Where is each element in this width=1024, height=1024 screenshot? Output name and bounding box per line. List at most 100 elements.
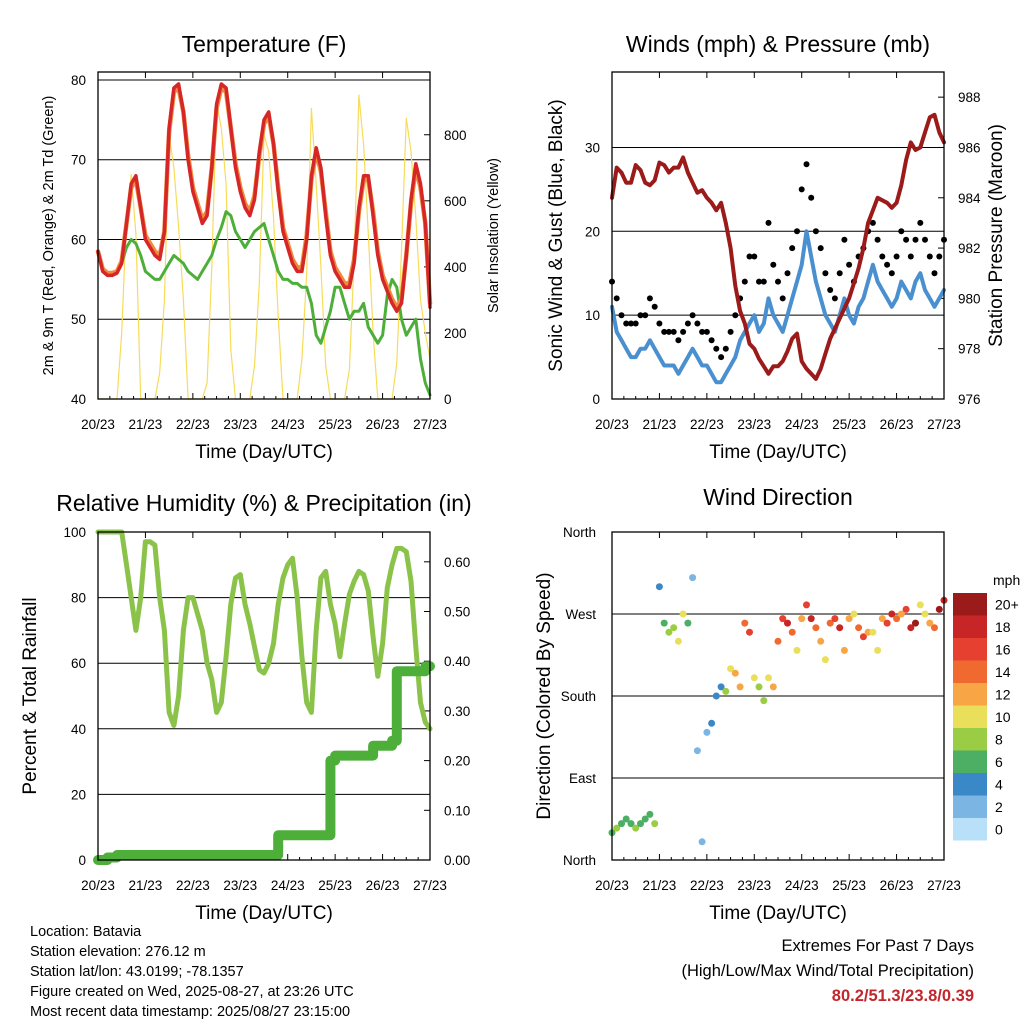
plot-frame (611, 71, 945, 400)
y-tick-label: South (561, 689, 596, 704)
gust-point (694, 320, 701, 327)
y2-tick-label: 0.20 (444, 754, 470, 769)
x-tick-label: 22/23 (176, 878, 210, 893)
direction-point (622, 815, 630, 823)
gust-point (732, 312, 739, 319)
colorbar-label: 8 (995, 731, 1003, 747)
gust-point (794, 228, 800, 235)
y2-tick-label: 980 (958, 291, 981, 306)
direction-point (741, 619, 749, 627)
direction-point (746, 628, 753, 636)
colorbar-label: 14 (995, 664, 1011, 680)
x-tick-label: 23/23 (737, 417, 771, 432)
y-tick-label: 0 (78, 853, 86, 868)
gust-point (746, 253, 753, 260)
gust-point (827, 287, 834, 293)
gust-point (618, 312, 625, 319)
colorbar-label: 12 (995, 686, 1011, 702)
y-tick-label: 60 (71, 232, 86, 247)
gust-point (888, 270, 895, 277)
winds-xlabel: Time (Day/UTC) (709, 442, 847, 463)
extremes-values: 80.2/51.3/23.8/0.39 (831, 987, 974, 1005)
y-tick-label: 40 (71, 722, 86, 737)
x-tick-label: 27/23 (927, 878, 961, 893)
gust-point (846, 261, 853, 268)
direction-point (774, 637, 782, 645)
direction-point (627, 820, 635, 828)
direction-point (637, 820, 644, 828)
figure-created: Figure created on Wed, 2025-08-27, at 23… (30, 984, 354, 1000)
direction-point (864, 628, 872, 636)
direction-point (708, 719, 716, 727)
y2-tick-label: 600 (444, 194, 467, 209)
gust-point (623, 320, 630, 327)
x-tick-label: 24/23 (271, 878, 305, 893)
gust-point (812, 228, 819, 235)
plot-frame (97, 71, 431, 400)
recent-timestamp: Most recent data timestamp: 2025/08/27 2… (30, 1004, 351, 1020)
y-tick-label: 40 (71, 392, 86, 407)
x-tick-label: 27/23 (413, 878, 447, 893)
gust-point (675, 337, 682, 344)
colorbar-label: 20+ (995, 596, 1019, 612)
gust-point (817, 245, 824, 252)
direction-point (727, 665, 735, 673)
direction-point (807, 615, 815, 623)
direction-point (817, 637, 825, 645)
colorbar-swatch (953, 660, 987, 683)
x-tick-label: 21/23 (129, 878, 163, 893)
colorbar-label: 10 (995, 709, 1011, 725)
direction-point (888, 610, 896, 618)
dewpoint-line (96, 210, 432, 397)
gust-point (831, 295, 838, 302)
x-tick-label: 27/23 (413, 417, 447, 432)
gust-point (893, 253, 900, 260)
gust-point (665, 328, 672, 335)
gust-point (670, 328, 677, 335)
gust-point (917, 219, 924, 226)
direction-point (779, 615, 787, 623)
humidity-xlabel: Time (Day/UTC) (195, 903, 333, 924)
gust-point (836, 270, 843, 277)
direction-xlabel: Time (Day/UTC) (709, 903, 847, 924)
x-tick-label: 25/23 (832, 878, 866, 893)
y2-tick-label: 986 (958, 140, 981, 155)
direction-point (788, 628, 796, 636)
x-tick-label: 25/23 (318, 417, 352, 432)
y2-tick-label: 800 (444, 128, 467, 143)
gust-point (637, 312, 644, 319)
gust-point (898, 228, 905, 235)
station-elevation: Station elevation: 276.12 m (30, 944, 206, 960)
y-tick-label: North (563, 525, 596, 540)
direction-point (878, 615, 886, 623)
extremes-title: Extremes For Past 7 Days (781, 937, 974, 955)
colorbar-swatch (953, 818, 987, 841)
x-tick-label: 22/23 (690, 417, 724, 432)
gust-point (708, 337, 715, 344)
x-tick-label: 21/23 (643, 417, 677, 432)
direction-point (736, 683, 744, 691)
direction-point (660, 619, 668, 627)
direction-point (655, 583, 663, 591)
y-tick-label: East (569, 771, 596, 786)
y2-tick-label: 0 (444, 392, 452, 407)
temp-2m-line (96, 82, 432, 314)
direction-point (613, 824, 621, 832)
direction-point (769, 683, 777, 691)
gust-point (760, 278, 767, 285)
x-tick-label: 25/23 (318, 878, 352, 893)
temperature-title: Temperature (F) (182, 31, 347, 57)
direction-point (836, 624, 844, 632)
y-tick-label: 70 (71, 153, 86, 168)
gust-point (703, 328, 710, 335)
y2-tick-label: 988 (958, 90, 981, 105)
direction-point (897, 610, 905, 618)
x-tick-label: 26/23 (366, 878, 400, 893)
direction-point (826, 619, 834, 627)
direction-point (703, 728, 711, 736)
x-tick-label: 21/23 (643, 878, 677, 893)
direction-point (665, 628, 673, 636)
x-tick-label: 20/23 (81, 417, 115, 432)
gust-point (808, 194, 815, 201)
humidity-title: Relative Humidity (%) & Precipitation (i… (56, 490, 471, 516)
